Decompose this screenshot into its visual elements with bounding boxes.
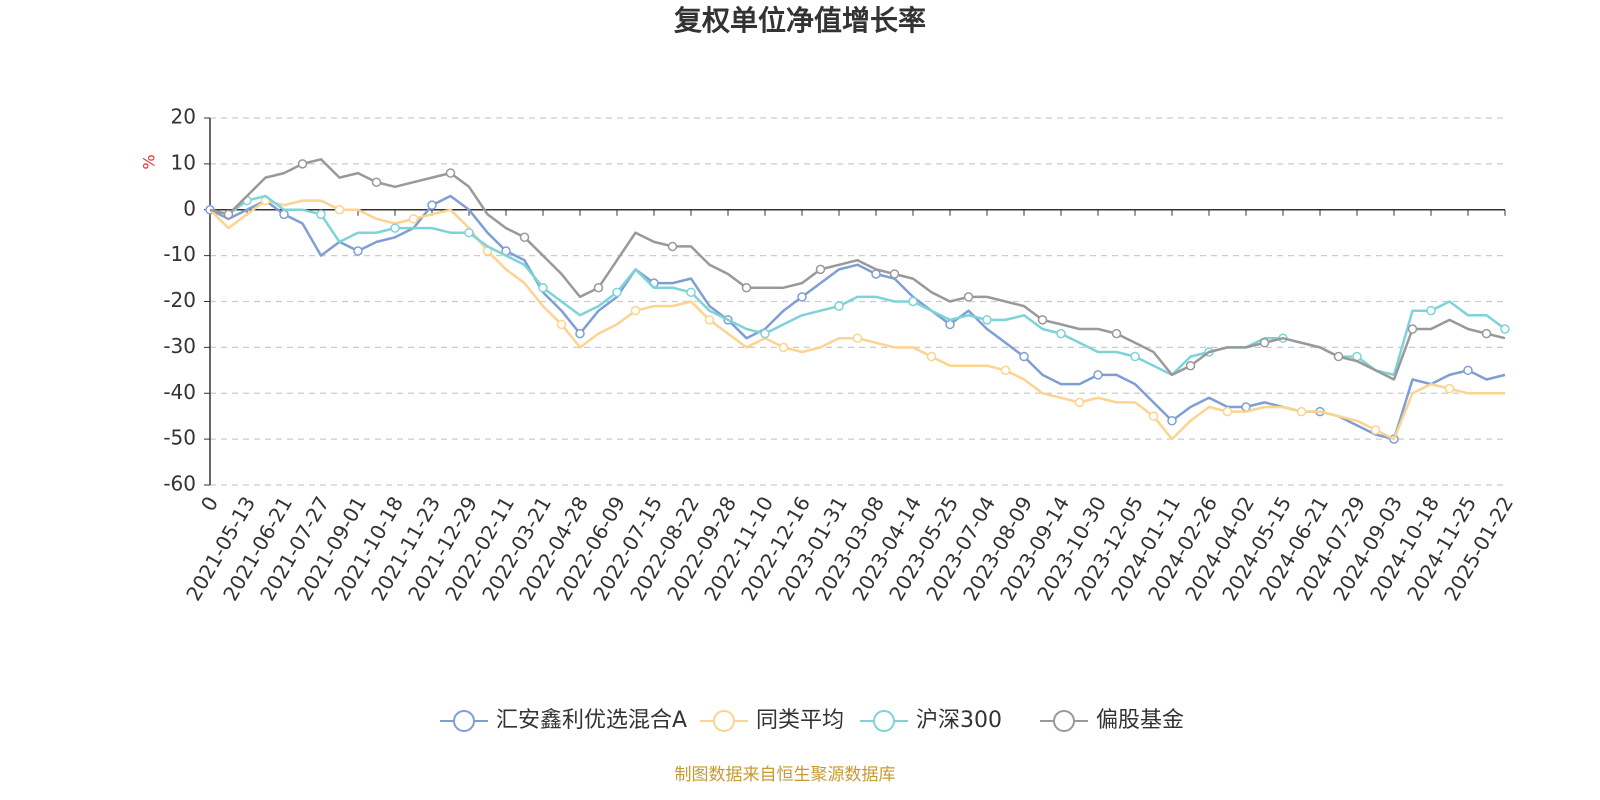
- point-marker: [1111, 328, 1122, 339]
- point-marker: [1093, 370, 1103, 380]
- point-marker: [427, 200, 437, 210]
- point-marker: [593, 282, 604, 293]
- point-marker: [741, 282, 752, 293]
- point-marker: [686, 287, 696, 298]
- point-marker: [1167, 416, 1177, 426]
- series-line: [209, 199, 1505, 441]
- y-axis-label: %: [140, 154, 159, 169]
- point-marker: [815, 264, 826, 275]
- legend-label: 同类平均: [756, 708, 844, 733]
- point-marker: [1259, 338, 1270, 348]
- point-marker: [963, 292, 974, 302]
- point-marker: [1056, 328, 1066, 339]
- point-marker: [519, 232, 530, 243]
- legend-marker: [873, 710, 895, 732]
- legend-label: 偏股基金: [1096, 708, 1184, 733]
- point-marker: [797, 292, 807, 302]
- point-marker: [297, 159, 308, 169]
- series-line: [209, 194, 1506, 441]
- point-marker: [1222, 406, 1233, 417]
- point-marker: [1333, 351, 1344, 362]
- point-marker: [316, 209, 326, 220]
- point-marker: [1370, 425, 1381, 435]
- point-marker: [1407, 324, 1418, 334]
- series-line: [209, 158, 1506, 381]
- series-line: [209, 194, 1506, 377]
- point-marker: [630, 305, 641, 316]
- point-marker: [667, 241, 678, 252]
- point-marker: [926, 351, 937, 362]
- y-tick-label: -30: [163, 334, 196, 358]
- point-marker: [834, 301, 844, 311]
- point-marker: [1148, 411, 1159, 421]
- point-marker: [575, 328, 585, 339]
- y-tick-label: -40: [163, 380, 196, 404]
- legend-marker: [713, 710, 735, 732]
- point-marker: [1481, 328, 1492, 339]
- point-marker: [1444, 383, 1455, 394]
- point-marker: [1074, 397, 1085, 408]
- point-marker: [1296, 406, 1307, 417]
- legend-marker: [453, 710, 475, 732]
- point-marker: [1185, 360, 1196, 371]
- point-marker: [778, 342, 789, 353]
- point-marker: [390, 223, 400, 233]
- y-tick-label: -20: [163, 288, 196, 312]
- point-marker: [760, 328, 770, 339]
- point-marker: [538, 282, 548, 293]
- point-marker: [1426, 305, 1436, 316]
- point-marker: [852, 333, 863, 343]
- point-marker: [464, 227, 474, 238]
- point-marker: [223, 209, 234, 220]
- point-marker: [445, 168, 456, 178]
- y-tick-label: -60: [163, 472, 196, 496]
- point-marker: [982, 315, 992, 325]
- point-marker: [1463, 365, 1473, 376]
- legend-label: 沪深300: [916, 708, 1002, 733]
- point-marker: [556, 319, 567, 330]
- legend-label: 汇安鑫利优选混合A: [496, 708, 687, 733]
- point-marker: [279, 209, 289, 220]
- point-marker: [1000, 365, 1011, 376]
- point-marker: [945, 319, 955, 330]
- point-marker: [1130, 351, 1140, 362]
- point-marker: [908, 296, 918, 307]
- legend-marker: [1053, 710, 1075, 732]
- y-tick-label: -50: [163, 426, 196, 450]
- y-tick-label: -10: [163, 242, 196, 266]
- point-marker: [1037, 315, 1048, 325]
- y-tick-label: 20: [171, 105, 196, 129]
- point-marker: [612, 287, 622, 298]
- point-marker: [353, 246, 363, 256]
- source-note: 制图数据来自恒生聚源数据库: [675, 765, 896, 785]
- y-tick-label: 0: [183, 196, 196, 220]
- point-marker: [704, 315, 715, 325]
- x-tick-label: 0: [196, 492, 223, 515]
- point-marker: [408, 214, 419, 224]
- point-marker: [889, 269, 900, 279]
- point-marker: [334, 205, 345, 215]
- point-marker: [371, 177, 382, 187]
- chart-title: 复权单位净值增长率: [674, 4, 926, 37]
- point-marker: [1500, 324, 1510, 334]
- point-marker: [1019, 351, 1029, 362]
- y-tick-label: 10: [171, 150, 196, 174]
